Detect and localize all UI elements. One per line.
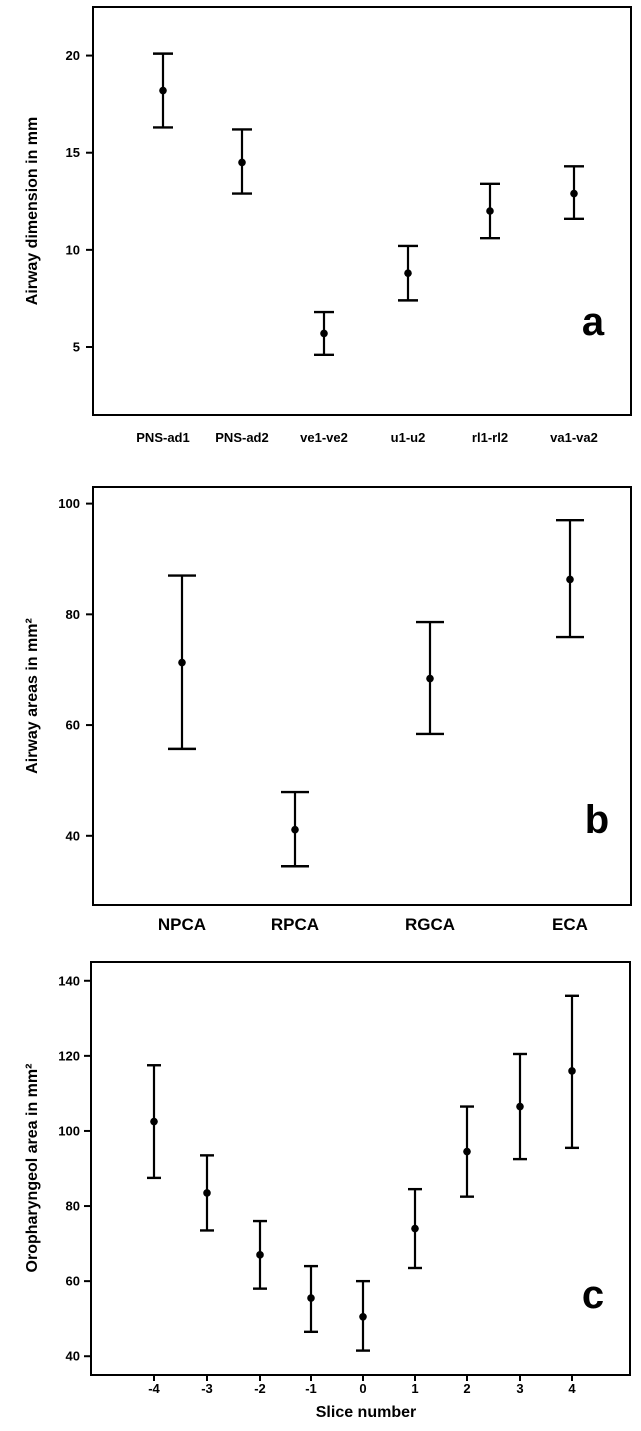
panel-a-error-bar — [480, 182, 500, 240]
panel-b-error-bar — [168, 574, 196, 751]
panel-b-frame — [92, 486, 632, 906]
panel-a-category-label: rl1-rl2 — [472, 430, 508, 445]
panel-b-ytick-label: 60 — [66, 718, 80, 733]
panel-c-ytick-label: 60 — [66, 1274, 80, 1289]
panel-c-mean-point — [203, 1189, 211, 1197]
panel-a-ytick-label: 15 — [66, 145, 80, 160]
panel-c-mean-point — [516, 1102, 524, 1111]
panel-b-ytick-label: 40 — [66, 828, 80, 843]
panel-c-error-bar — [200, 1154, 214, 1232]
panel-b-mean-point — [566, 575, 574, 584]
panel-a-category-label: PNS-ad2 — [215, 430, 268, 445]
panel-a-ytick-label: 5 — [73, 340, 80, 355]
panel-b-mean-point — [426, 674, 434, 683]
panel-a: Airway dimension in mm a 5 10 15 20 PNS-ad1 P… — [24, 6, 632, 445]
panel-c-category-label: 4 — [568, 1381, 576, 1396]
panel-a-error-bar — [314, 310, 334, 356]
panel-c-category-label: 0 — [359, 1381, 366, 1396]
panel-a-category-label: va1-va2 — [550, 430, 598, 445]
panel-c-ylabel: Oropharyngeol area in mm² — [24, 1064, 41, 1273]
panel-a-frame — [92, 6, 632, 416]
panel-c-ytick-label: 100 — [58, 1123, 80, 1138]
panel-a-ytick-label: 10 — [66, 242, 80, 257]
panel-c-marks: 40 60 80 100 120 140 -4 -3 -2 -1 0 1 2 3 4 — [58, 973, 579, 1396]
panel-c-error-bar — [356, 1279, 370, 1352]
panel-c-mean-point — [307, 1294, 315, 1302]
panel-b-ytick-label: 100 — [58, 496, 80, 511]
panel-a-category-label: PNS-ad1 — [136, 430, 189, 445]
panel-c-ytick-label: 140 — [58, 973, 80, 988]
panel-c-mean-point — [568, 1067, 576, 1075]
panel-b-mean-point — [291, 825, 299, 834]
panel-a-mean-point — [570, 189, 578, 198]
panel-b-mean-point — [178, 658, 186, 667]
panel-c-mean-point — [256, 1251, 264, 1259]
panel-c-mean-point — [463, 1147, 471, 1156]
panel-c-error-bar — [408, 1187, 422, 1270]
panel-a-category-label: ve1-ve2 — [300, 430, 348, 445]
panel-a-error-bar — [398, 244, 418, 302]
panel-c-category-label: -4 — [148, 1381, 160, 1396]
panel-a-ylabel: Airway dimension in mm — [24, 117, 41, 305]
panel-a-error-bar — [153, 52, 173, 129]
panel-c-error-bar — [147, 1064, 161, 1180]
panel-c-category-label: 2 — [463, 1381, 470, 1396]
panel-c-error-bar — [253, 1219, 267, 1290]
panel-c-error-bar — [304, 1264, 318, 1334]
panel-a-error-bar — [232, 128, 252, 195]
panel-a-mean-point — [159, 86, 167, 95]
panel-a-letter: a — [582, 300, 605, 344]
panel-c-category-label: -3 — [201, 1381, 213, 1396]
panel-b-ytick-label: 80 — [66, 607, 80, 622]
panel-a-ytick-label: 20 — [66, 48, 80, 63]
panel-a-error-bar — [564, 165, 584, 220]
panel-b-category-label: RPCA — [271, 915, 319, 934]
panel-c-category-label: -1 — [305, 1381, 317, 1396]
panel-c-xlabel: Slice number — [316, 1404, 416, 1421]
panel-b-category-label: ECA — [552, 915, 588, 934]
panel-c: Oropharyngeol area in mm² c Slice number… — [24, 961, 631, 1421]
panel-b-error-bar — [416, 620, 444, 736]
panel-a-mean-point — [238, 158, 246, 167]
panel-a-marks: 5 10 15 20 PNS-ad1 PNS-ad2 ve1-ve2 u1-u2 rl1-rl2… — [66, 48, 598, 445]
panel-c-frame — [90, 961, 631, 1376]
panel-c-category-label: -2 — [254, 1381, 266, 1396]
panel-c-mean-point — [359, 1313, 367, 1321]
panel-c-error-bar — [460, 1105, 474, 1198]
panel-c-error-bar — [513, 1052, 527, 1161]
panel-c-letter: c — [582, 1273, 604, 1317]
panel-c-mean-point — [150, 1117, 158, 1126]
panel-b-category-label: NPCA — [158, 915, 206, 934]
panel-c-error-bar — [565, 994, 579, 1150]
panel-c-mean-point — [411, 1224, 419, 1233]
panel-b-ylabel: Airway areas in mm² — [24, 618, 41, 774]
panel-a-mean-point — [320, 329, 328, 338]
panel-c-ytick-label: 80 — [66, 1199, 80, 1214]
panel-c-ytick-label: 40 — [66, 1349, 80, 1364]
panel-c-category-label: 1 — [411, 1381, 418, 1396]
panel-b-error-bar — [556, 519, 584, 639]
panel-b-letter: b — [585, 798, 609, 842]
panel-b-marks: 40 60 80 100 NPCA RPCA RGCA ECA — [58, 496, 588, 934]
panel-b-category-label: RGCA — [405, 915, 455, 934]
panel-b-error-bar — [281, 790, 309, 868]
panel-a-mean-point — [404, 269, 412, 277]
panel-a-category-label: u1-u2 — [391, 430, 426, 445]
panel-c-ytick-label: 120 — [58, 1048, 80, 1063]
panel-a-mean-point — [486, 207, 494, 215]
panel-b: Airway areas in mm² b 40 60 80 100 NPCA RPCA R… — [24, 486, 632, 934]
panel-c-category-label: 3 — [516, 1381, 523, 1396]
